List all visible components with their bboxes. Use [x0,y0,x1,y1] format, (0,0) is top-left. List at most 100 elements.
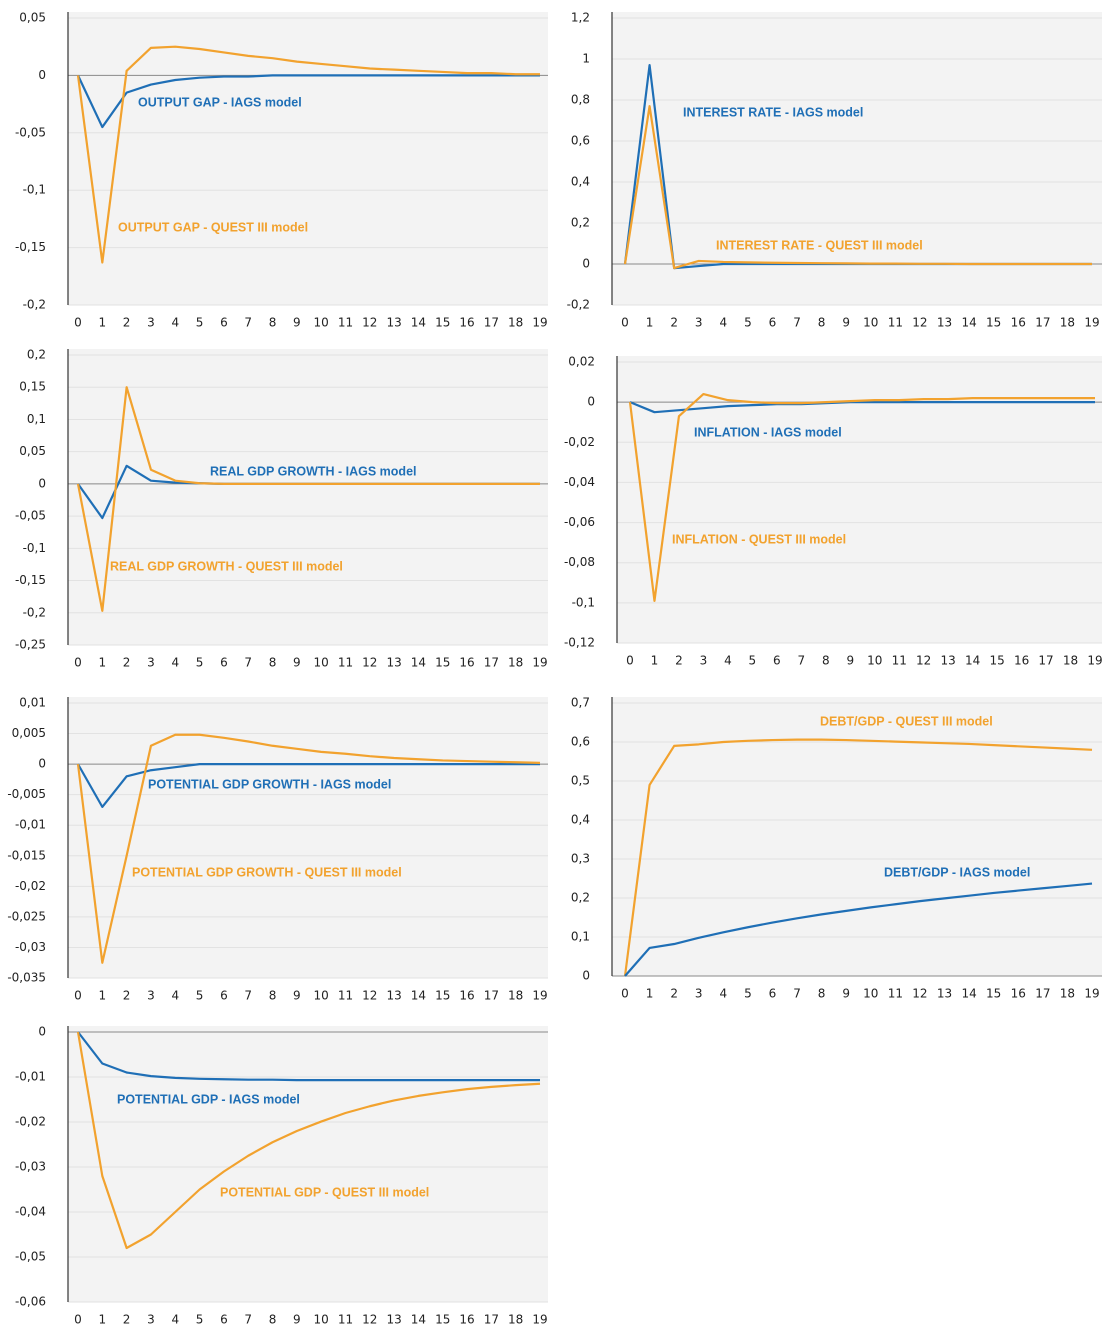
series-line [77,74,540,129]
x-tick-label: 3 [147,989,155,1003]
x-tick-label: 1 [646,987,654,1001]
x-tick-label: 10 [314,989,329,1003]
x-tick-label: 11 [892,654,907,668]
x-tick-label: 13 [937,316,952,330]
y-tick-label: 0 [38,476,46,490]
x-tick-label: 17 [1035,316,1050,330]
x-tick-label: 13 [386,989,401,1003]
x-tick-label: 8 [269,1313,277,1327]
x-tick-label: 0 [621,316,629,330]
series-line [629,401,1095,414]
x-tick-label: 17 [484,1313,499,1327]
x-tick-label: 0 [626,654,634,668]
series-label: OUTPUT GAP - IAGS model [138,95,302,109]
x-tick-label: 11 [888,987,903,1001]
y-tick-label: 0,05 [19,11,46,25]
y-tick-label: 1 [582,52,590,66]
x-tick-label: 12 [912,987,927,1001]
x-tick-label: 7 [793,316,801,330]
x-tick-label: 1 [98,989,106,1003]
y-tick-label: -0,08 [564,555,595,569]
y-tick-label: -0,05 [15,1250,46,1264]
x-tick-label: 7 [244,989,252,1003]
x-tick-label: 17 [484,989,499,1003]
y-tick-label: 0,4 [571,813,590,827]
series-label: DEBT/GDP - QUEST III model [820,714,993,728]
plot-background [612,12,1102,305]
x-tick-label: 18 [508,316,523,330]
x-tick-label: 1 [98,316,106,330]
y-tick-label: -0,025 [7,909,46,923]
x-tick-label: 18 [1060,316,1075,330]
y-tick-label: -0,15 [15,240,46,254]
series-label: INFLATION - IAGS model [694,425,842,439]
y-tick-label: -0,05 [15,509,46,523]
x-tick-label: 6 [220,656,228,670]
series-line [623,105,1092,270]
x-tick-label: 16 [1011,316,1026,330]
x-tick-label: 7 [244,316,252,330]
y-tick-label: 0,3 [571,852,590,866]
x-tick-label: 11 [888,316,903,330]
x-tick-label: 12 [912,316,927,330]
x-tick-label: 3 [695,316,703,330]
x-tick-label: 11 [338,316,353,330]
x-tick-label: 8 [822,654,830,668]
y-tick-label: -0,03 [15,1160,46,1174]
y-tick-label: 0,1 [571,930,590,944]
x-tick-label: 18 [508,989,523,1003]
y-tick-label: 0,005 [12,726,46,740]
x-tick-label: 16 [1011,987,1026,1001]
plot-background [68,349,548,645]
y-tick-label: 0,15 [19,380,46,394]
x-tick-label: 13 [386,656,401,670]
x-tick-label: 13 [941,654,956,668]
x-tick-label: 19 [532,989,547,1003]
y-tick-label: -0,01 [15,818,46,832]
x-tick-label: 7 [244,656,252,670]
y-tick-label: 0,8 [571,93,590,107]
x-tick-label: 16 [459,1313,474,1327]
x-tick-label: 14 [961,987,976,1001]
x-tick-label: 8 [818,316,826,330]
x-tick-label: 0 [74,656,82,670]
plot-background [617,356,1102,643]
x-tick-label: 4 [724,654,732,668]
x-tick-label: 0 [74,316,82,330]
x-tick-label: 19 [1087,654,1102,668]
y-tick-label: -0,02 [15,1115,46,1129]
x-tick-label: 15 [435,656,450,670]
plot-background [68,697,548,978]
x-tick-label: 17 [484,316,499,330]
x-tick-label: 3 [147,1313,155,1327]
x-tick-label: 12 [362,316,377,330]
y-tick-label: -0,04 [15,1205,46,1219]
y-tick-label: -0,25 [15,638,46,652]
x-tick-label: 10 [314,656,329,670]
y-tick-label: 0,4 [571,175,590,189]
y-tick-label: 0,2 [571,216,590,230]
x-tick-label: 10 [863,987,878,1001]
x-tick-label: 11 [338,989,353,1003]
y-tick-label: -0,1 [23,541,46,555]
x-tick-label: 15 [986,987,1001,1001]
x-tick-label: 10 [314,1313,329,1327]
x-tick-label: 14 [411,1313,426,1327]
x-tick-label: 1 [651,654,659,668]
x-tick-label: 5 [744,316,752,330]
series-label: INTEREST RATE - QUEST III model [716,238,923,252]
y-tick-label: -0,2 [23,605,46,619]
x-tick-label: 3 [147,656,155,670]
x-tick-label: 11 [338,656,353,670]
y-tick-label: -0,06 [564,515,595,529]
x-tick-label: 8 [269,989,277,1003]
x-tick-label: 2 [675,654,683,668]
x-tick-label: 9 [846,654,854,668]
x-tick-label: 17 [484,656,499,670]
x-tick-label: 10 [314,316,329,330]
y-tick-label: -0,12 [564,636,595,650]
x-tick-label: 3 [700,654,708,668]
x-tick-label: 9 [293,989,301,1003]
y-tick-label: 0 [582,969,590,983]
x-tick-label: 10 [863,316,878,330]
